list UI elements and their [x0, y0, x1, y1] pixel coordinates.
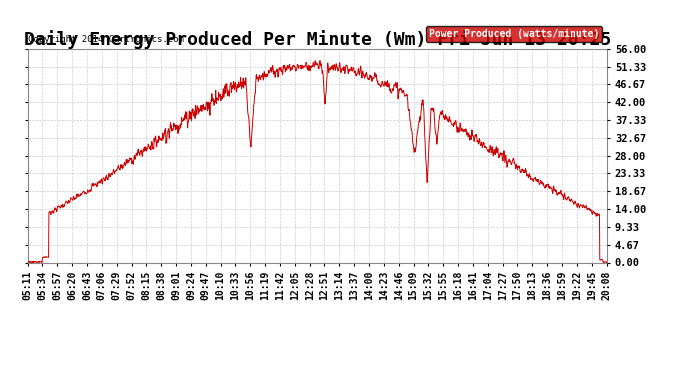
Title: Daily Energy Produced Per Minute (Wm) Fri Jun 13 20:25: Daily Energy Produced Per Minute (Wm) Fr…: [23, 30, 611, 49]
Text: Copyright 2014 Cartronics.com: Copyright 2014 Cartronics.com: [28, 36, 184, 45]
Legend: Power Produced (watts/minute): Power Produced (watts/minute): [426, 26, 602, 42]
